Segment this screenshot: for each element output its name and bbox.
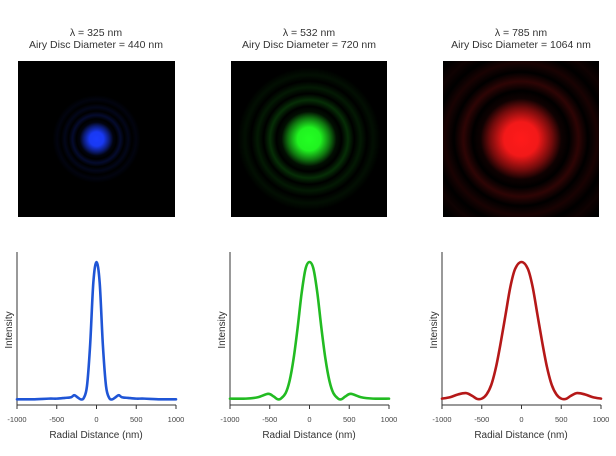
panel-2-disc-image (231, 61, 387, 217)
panel-2-x-tick-label: -500 (262, 415, 277, 424)
panel-3-x-tick-label: 500 (555, 415, 568, 424)
panel-1-disc-image (18, 61, 175, 217)
panel-1-intensity-line (15, 260, 178, 401)
panel-2-title-line1: λ = 532 nm (283, 27, 335, 39)
panel-2-x-tick-label: 1000 (381, 415, 398, 424)
panel-3-x-tick-label: 0 (519, 415, 523, 424)
panel-3-disc-image (443, 61, 599, 217)
panel-2-x-tick-label: -1000 (220, 415, 239, 424)
panel-3-plot: -1000 -500 0 500 1000 (432, 252, 609, 424)
panel-1-x-tick-label: 1000 (168, 415, 185, 424)
panel-3-intensity-line (440, 260, 603, 401)
panel-3-title-line2: Airy Disc Diameter = 1064 nm (451, 39, 591, 51)
panel-2: λ = 532 nm Airy Disc Diameter = 720 nm -… (217, 27, 397, 441)
panel-1-title-line1: λ = 325 nm (70, 27, 122, 39)
panel-1-x-tick-label: 0 (94, 415, 98, 424)
panel-1-x-tick-label: -1000 (7, 415, 26, 424)
panel-3: λ = 785 nm Airy Disc Diameter = 1064 nm … (429, 27, 609, 441)
panel-1-title-line2: Airy Disc Diameter = 440 nm (29, 39, 163, 51)
panel-2-intensity-line (228, 260, 391, 401)
panel-2-title-line2: Airy Disc Diameter = 720 nm (242, 39, 376, 51)
panel-1-xlabel: Radial Distance (nm) (49, 430, 142, 441)
panel-1-plot: -1000 -500 0 500 1000 (7, 252, 184, 424)
panel-3-x-tick-label: -500 (474, 415, 489, 424)
panel-2-airy-pattern (231, 61, 387, 217)
panel-1-x-tick-label: 500 (130, 415, 143, 424)
panel-3-ylabel: Intensity (429, 311, 440, 348)
panel-3-title-line1: λ = 785 nm (495, 27, 547, 39)
panel-3-x-tick-label: 1000 (593, 415, 610, 424)
panel-2-ylabel: Intensity (217, 311, 228, 348)
panel-1: λ = 325 nm Airy Disc Diameter = 440 nm -… (4, 27, 184, 441)
panel-3-airy-pattern (443, 61, 599, 217)
panel-2-plot: -1000 -500 0 500 1000 (220, 252, 397, 424)
panel-2-x-tick-label: 500 (343, 415, 356, 424)
panel-3-xlabel: Radial Distance (nm) (474, 430, 567, 441)
panel-2-x-tick-label: 0 (307, 415, 311, 424)
panel-2-xlabel: Radial Distance (nm) (262, 430, 355, 441)
panel-1-ylabel: Intensity (4, 311, 15, 348)
panel-1-airy-pattern (18, 61, 175, 217)
panel-3-x-tick-label: -1000 (432, 415, 451, 424)
panel-1-x-tick-label: -500 (49, 415, 64, 424)
